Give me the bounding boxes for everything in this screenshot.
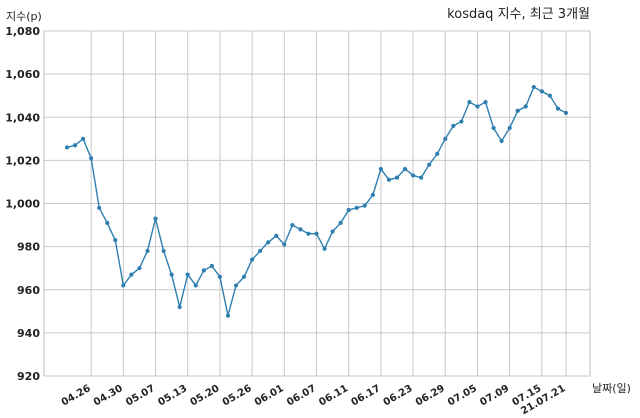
data-point [314, 231, 319, 236]
data-point [129, 272, 134, 277]
data-point [330, 229, 335, 234]
y-tick-labels: 920 940 960 980 1,000 1,020 1,040 1,060 1,080 [5, 25, 40, 383]
data-point [346, 207, 351, 213]
data-point [201, 268, 206, 273]
x-tick-label: 06.29 [414, 383, 447, 408]
data-point [394, 175, 400, 180]
data-point [507, 125, 512, 131]
data-point [64, 145, 70, 150]
data-point [419, 175, 424, 180]
x-axis-label: 날짜(일) [592, 381, 631, 395]
data-point [193, 283, 198, 288]
y-tick-label: 1,040 [5, 111, 40, 124]
y-tick-label: 960 [17, 284, 40, 297]
data-point [370, 192, 375, 197]
x-tick-label: 05.20 [189, 383, 222, 408]
data-point [185, 272, 190, 277]
y-tick-label: 980 [17, 241, 40, 254]
data-point [354, 205, 359, 210]
data-point [435, 151, 440, 157]
data-point [97, 205, 102, 210]
data-point [531, 84, 536, 90]
series-points [64, 84, 569, 318]
data-point [266, 240, 271, 245]
data-point [491, 125, 496, 131]
data-point [298, 227, 303, 232]
data-point [153, 216, 158, 221]
data-point [427, 162, 432, 167]
data-point [121, 283, 126, 288]
data-point [217, 274, 223, 279]
data-point [443, 136, 448, 141]
y-tick-label: 1,060 [5, 68, 40, 81]
data-point [515, 108, 520, 113]
data-point [451, 123, 456, 128]
data-point [402, 166, 408, 172]
x-tick-label: 06.11 [317, 383, 350, 408]
data-point [459, 119, 464, 124]
data-point [274, 233, 279, 238]
x-tick-label: 05.13 [156, 383, 189, 408]
data-point [72, 143, 78, 148]
data-point [282, 242, 287, 247]
data-point [386, 177, 392, 182]
data-point [555, 106, 561, 111]
x-tick-label: 05.07 [124, 383, 157, 408]
data-point [539, 89, 544, 94]
data-point [105, 220, 110, 226]
data-point [475, 104, 480, 109]
y-tick-label: 1,000 [5, 198, 40, 211]
data-point [563, 110, 569, 116]
data-point [169, 272, 174, 277]
y-tick-label: 1,020 [5, 154, 40, 167]
data-point [322, 246, 327, 251]
data-point [113, 238, 118, 243]
data-point [410, 173, 416, 178]
data-point [378, 166, 383, 172]
data-point [241, 274, 247, 279]
x-tick-label: 06.17 [349, 383, 382, 408]
data-point [547, 93, 553, 98]
data-point [233, 283, 239, 288]
y-axis-label: 지수(p) [6, 10, 42, 23]
data-point [177, 304, 182, 310]
data-point [338, 220, 343, 226]
data-point [467, 100, 472, 105]
data-point [80, 136, 86, 141]
data-point [483, 100, 488, 105]
chart-title: kosdaq 지수, 최근 3개월 [447, 7, 590, 22]
data-point [290, 222, 295, 228]
x-tick-label: 05.26 [221, 383, 254, 408]
y-tick-label: 1,080 [5, 25, 40, 38]
x-tick-label: 06.07 [285, 383, 318, 408]
data-point [250, 257, 255, 262]
y-tick-label: 940 [17, 327, 40, 340]
x-tick-label: 04.26 [60, 383, 93, 408]
y-tick-label: 920 [17, 370, 40, 383]
data-point [258, 248, 263, 254]
grid-lines [44, 30, 590, 377]
x-tick-label: 07.09 [478, 383, 511, 408]
x-tick-label: 06.01 [253, 383, 286, 408]
x-tick-label: 07.05 [446, 383, 479, 408]
data-point [145, 248, 150, 254]
data-point [362, 203, 367, 208]
x-tick-label: 04.30 [92, 383, 125, 408]
data-point [209, 263, 214, 269]
data-point [523, 104, 528, 109]
data-point [225, 313, 231, 318]
data-point [137, 266, 142, 271]
x-tick-labels: 04.26 04.30 05.07 05.13 05.20 05.26 06.01 06.07… [60, 383, 568, 417]
x-tick-label: 06.23 [382, 383, 415, 408]
data-point [89, 156, 94, 161]
data-point [161, 248, 166, 254]
data-point [306, 231, 311, 236]
data-point [499, 138, 504, 144]
